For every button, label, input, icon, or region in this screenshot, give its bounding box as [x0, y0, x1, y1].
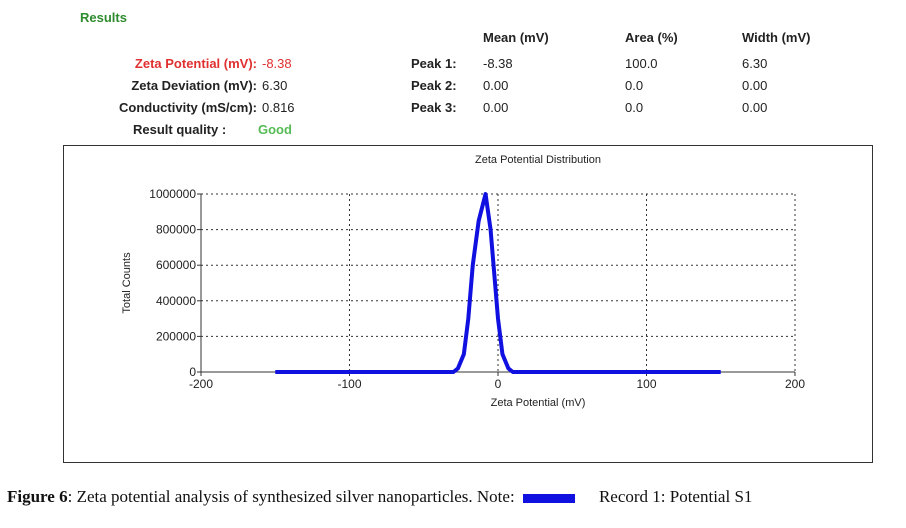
peak-3-width: 0.00 — [742, 100, 768, 115]
conductivity-value: 0.816 — [262, 100, 295, 115]
y-tick-label: 0 — [189, 365, 196, 379]
y-tick-label: 1000000 — [149, 187, 196, 201]
peak-2-label: Peak 2: — [411, 78, 457, 93]
chart-frame — [63, 145, 873, 463]
header-width: Width (mV) — [742, 30, 811, 45]
y-tick-label: 400000 — [156, 294, 196, 308]
zeta-potential-value: -8.38 — [262, 56, 292, 71]
peak-1-mean: -8.38 — [483, 56, 513, 71]
figure-label: Figure 6 — [7, 487, 68, 506]
y-tick-label: 600000 — [156, 258, 196, 272]
x-tick-label: 100 — [636, 377, 656, 391]
y-tick-label: 200000 — [156, 329, 196, 343]
x-tick-label: 0 — [495, 377, 502, 391]
chart-title: Zeta Potential Distribution — [475, 154, 601, 166]
x-axis-label: Zeta Potential (mV) — [491, 397, 586, 409]
zeta-deviation-value: 6.30 — [262, 78, 288, 93]
peak-2-width: 0.00 — [742, 78, 768, 93]
result-quality-label: Result quality : — [133, 122, 227, 137]
peak-2-area: 0.0 — [625, 78, 644, 93]
results-title: Results — [80, 10, 127, 25]
peak-3-mean: 0.00 — [483, 100, 509, 115]
zeta-deviation-label: Zeta Deviation (mV): — [131, 78, 257, 93]
x-tick-label: -200 — [189, 377, 213, 391]
caption-text: : Zeta potential analysis of synthesized… — [67, 487, 515, 506]
zeta-potential-label: Zeta Potential (mV): — [134, 56, 257, 71]
peak-2-mean: 0.00 — [483, 78, 509, 93]
y-axis-label: Total Counts — [121, 252, 133, 314]
conductivity-label: Conductivity (mS/cm): — [119, 100, 257, 115]
peak-3-area: 0.0 — [625, 100, 644, 115]
x-tick-label: -100 — [337, 377, 361, 391]
peak-1-width: 6.30 — [742, 56, 768, 71]
peak-3-label: Peak 3: — [411, 100, 457, 115]
header-mean: Mean (mV) — [483, 30, 549, 45]
legend-swatch — [522, 493, 575, 503]
x-tick-label: 200 — [785, 377, 805, 391]
peak-1-area: 100.0 — [625, 56, 658, 71]
figure-caption: Figure 6: Zeta potential analysis of syn… — [7, 487, 752, 507]
y-tick-label: 800000 — [156, 223, 196, 237]
legend-text: Record 1: Potential S1 — [598, 487, 753, 506]
result-quality-value: Good — [258, 122, 292, 137]
series-line — [275, 192, 721, 374]
header-area: Area (%) — [625, 30, 678, 45]
peak-1-label: Peak 1: — [411, 56, 457, 71]
